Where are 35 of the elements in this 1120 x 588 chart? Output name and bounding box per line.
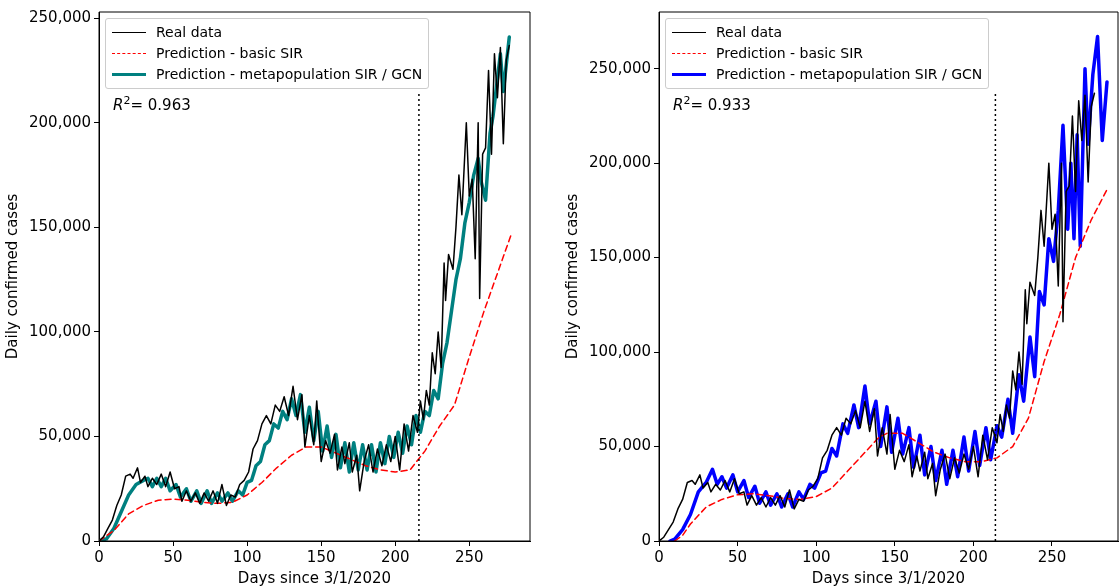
x-tick-label: 0 (94, 547, 104, 566)
x-tick-label: 0 (654, 547, 664, 566)
y-tick-label: 200,000 (29, 112, 92, 131)
x-tick-label: 100 (232, 547, 262, 566)
legend-label: Real data (716, 23, 783, 42)
y-tick-label: 100,000 (589, 341, 652, 360)
y-tick-label: 150,000 (29, 217, 92, 236)
y-tick-label: 250,000 (29, 8, 92, 27)
x-tick-label: 50 (728, 547, 748, 566)
x-tick-label: 100 (801, 547, 831, 566)
legend-label: Prediction - metapopulation SIR / GCN (716, 65, 983, 84)
x-tick-label: 200 (380, 547, 410, 566)
x-axis-title: Days since 3/1/2020 (811, 568, 966, 587)
legend-label: Real data (156, 23, 223, 42)
legend-label: Prediction - basic SIR (716, 44, 864, 63)
x-tick-label: 250 (454, 547, 484, 566)
x-tick-label: 250 (1037, 547, 1067, 566)
x-tick-label: 150 (306, 547, 336, 566)
legend-label: Prediction - basic SIR (156, 44, 304, 63)
y-tick-label: 0 (641, 530, 652, 549)
y-tick-label: 150,000 (589, 247, 652, 266)
y-tick-label: 200,000 (589, 153, 652, 172)
x-tick-label: 50 (163, 547, 183, 566)
x-axis-title: Days since 3/1/2020 (237, 568, 392, 587)
legend-label: Prediction - metapopulation SIR / GCN (156, 65, 423, 84)
x-tick-label: 150 (880, 547, 910, 566)
y-tick-label: 0 (81, 530, 92, 549)
y-tick-label: 50,000 (38, 426, 92, 445)
y-axis-title: Daily confirmed cases (562, 193, 581, 360)
y-tick-label: 50,000 (598, 436, 652, 455)
y-tick-label: 250,000 (589, 58, 652, 77)
line-series (674, 188, 1108, 541)
y-axis-title: Daily confirmed cases (2, 193, 21, 360)
y-tick-label: 100,000 (29, 321, 92, 340)
x-tick-label: 200 (959, 547, 988, 566)
